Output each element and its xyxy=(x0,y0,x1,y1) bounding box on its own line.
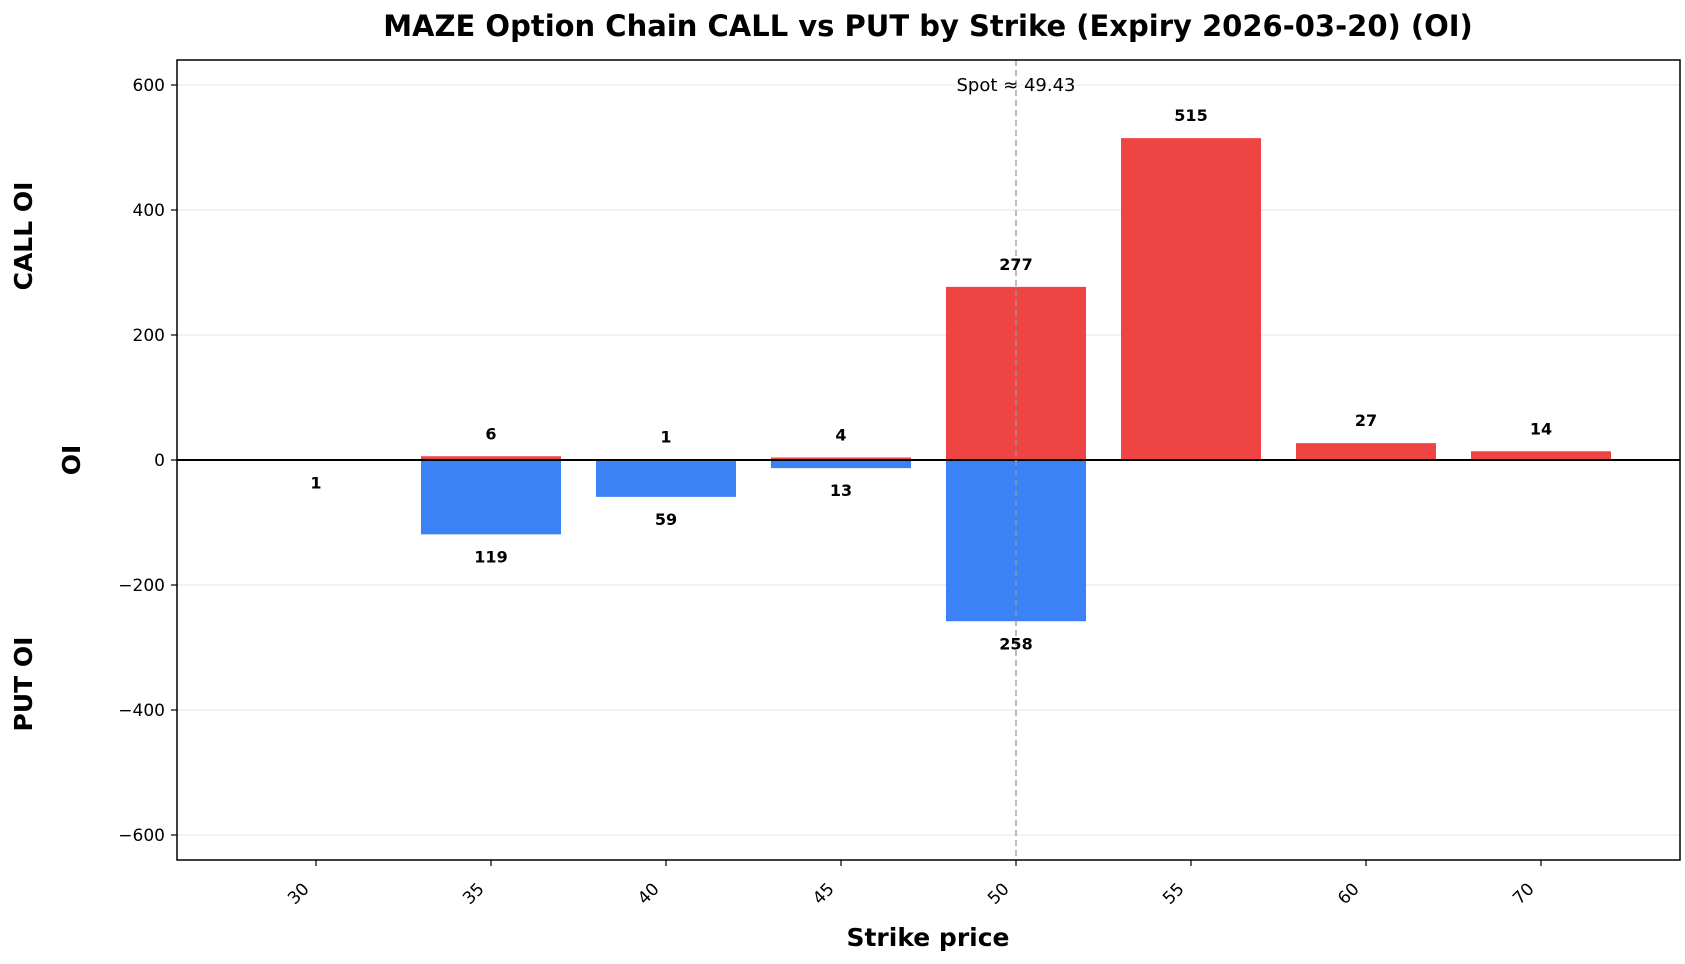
call-bar xyxy=(1121,138,1261,460)
put-data-label: 119 xyxy=(474,547,507,566)
spot-label: Spot ≈ 49.43 xyxy=(957,75,1076,96)
call-side-label: CALL OI xyxy=(9,182,38,291)
y-tick-label: 0 xyxy=(154,451,165,471)
call-bar xyxy=(1296,443,1436,460)
label-layer: 1 6 119 1 59 4 13 277 258 515 27 14 Spot ≈ 49.43 xyxy=(310,75,1552,653)
reference-layer xyxy=(177,60,1680,860)
put-bar xyxy=(421,460,561,535)
put-side-label: PUT OI xyxy=(9,637,38,732)
x-tick-label: 45 xyxy=(809,879,838,908)
x-tick-label: 40 xyxy=(634,879,663,908)
put-data-label: 13 xyxy=(830,481,852,500)
call-bar xyxy=(421,456,561,460)
call-data-label: 6 xyxy=(485,424,496,443)
put-bar xyxy=(596,460,736,497)
call-bar xyxy=(1471,451,1611,460)
call-data-label: 4 xyxy=(835,426,846,445)
call-data-label: 277 xyxy=(999,255,1032,274)
put-data-label: 59 xyxy=(655,510,677,529)
chart-title: MAZE Option Chain CALL vs PUT by Strike … xyxy=(383,9,1473,43)
call-data-label: 515 xyxy=(1174,106,1207,125)
x-tick-label: 30 xyxy=(284,879,313,908)
y-axis-label: OI xyxy=(57,445,86,476)
y-tick-label: 200 xyxy=(133,326,165,346)
y-tick-label: 400 xyxy=(133,201,165,221)
call-bar xyxy=(771,457,911,460)
call-data-label: 14 xyxy=(1530,419,1552,438)
put-bar xyxy=(771,460,911,469)
x-tick-label: 70 xyxy=(1509,879,1538,908)
call-data-label: 27 xyxy=(1355,411,1377,430)
x-axis-label: Strike price xyxy=(846,923,1009,952)
y-tick-label: −400 xyxy=(118,701,165,721)
y-tick-label: −600 xyxy=(118,826,165,846)
y-tick-label: −200 xyxy=(118,576,165,596)
put-data-label: 1 xyxy=(310,474,321,493)
x-axis-ticks: 30 35 40 45 50 55 60 70 xyxy=(284,860,1542,909)
x-tick-label: 55 xyxy=(1159,879,1188,908)
call-data-label: 1 xyxy=(660,427,671,446)
y-tick-label: 600 xyxy=(133,76,165,96)
x-tick-label: 50 xyxy=(984,879,1013,908)
y-axis-ticks: 600 400 200 0 −200 −400 −600 xyxy=(118,76,177,846)
x-tick-label: 35 xyxy=(459,879,488,908)
x-tick-label: 60 xyxy=(1334,879,1363,908)
put-data-label: 258 xyxy=(999,634,1032,653)
bar-layer xyxy=(246,138,1611,622)
